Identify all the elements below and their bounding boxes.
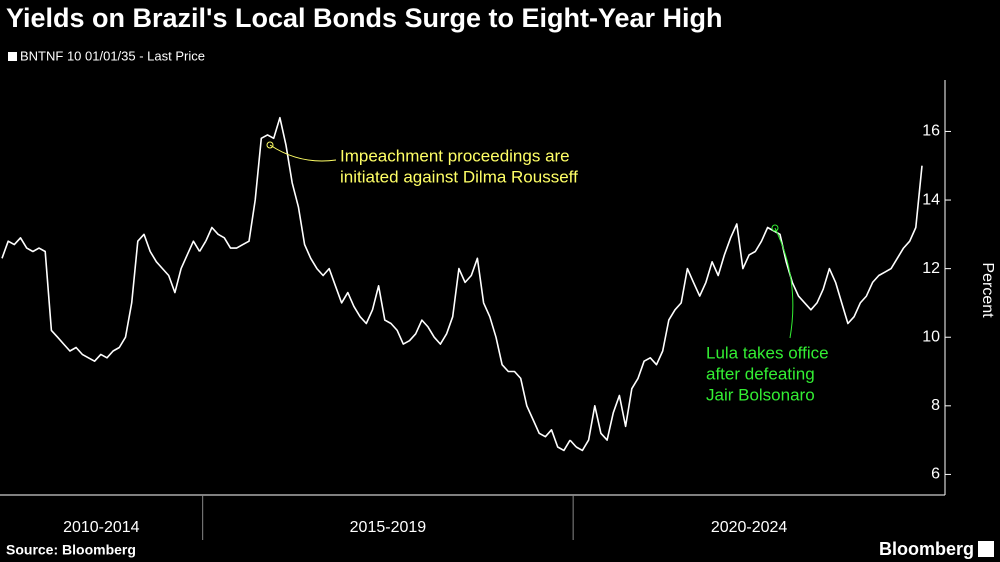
- y-tick-label: 6: [931, 466, 940, 483]
- x-group-label: 2020-2024: [711, 519, 788, 536]
- x-group-label: 2015-2019: [350, 519, 427, 536]
- y-axis-label: Percent: [979, 262, 996, 318]
- annotation-text: after defeating: [706, 364, 815, 383]
- y-tick-label: 14: [922, 191, 940, 208]
- source: Source: Bloomberg: [6, 542, 136, 558]
- y-tick-label: 16: [922, 123, 940, 140]
- annotation-text: Lula takes office: [706, 343, 829, 362]
- chart-title: Yields on Brazil's Local Bonds Surge to …: [6, 3, 723, 33]
- legend-label: BNTNF 10 01/01/35 - Last Price: [20, 48, 205, 63]
- y-tick-label: 10: [922, 328, 940, 345]
- annotation-text: Impeachment proceedings are: [340, 146, 570, 165]
- annotation-pointer: [269, 144, 337, 162]
- annotation-text: initiated against Dilma Rousseff: [340, 167, 578, 186]
- annotation-dot: [771, 224, 779, 232]
- annotation-text: Jair Bolsonaro: [706, 385, 815, 404]
- annotation-dot: [266, 141, 274, 149]
- price-line: [205, 116, 571, 452]
- brand-icon: [978, 541, 994, 557]
- brand: Bloomberg: [879, 539, 974, 559]
- annotation-pointer: [774, 227, 794, 339]
- x-group-label: 2010-2014: [63, 519, 140, 536]
- y-tick-label: 12: [922, 260, 940, 277]
- line-connector: [198, 240, 207, 252]
- line-connector: [569, 439, 577, 448]
- price-line: [1, 233, 201, 362]
- y-tick-label: 8: [931, 397, 940, 414]
- price-line: [575, 165, 923, 452]
- legend-swatch: [8, 52, 17, 61]
